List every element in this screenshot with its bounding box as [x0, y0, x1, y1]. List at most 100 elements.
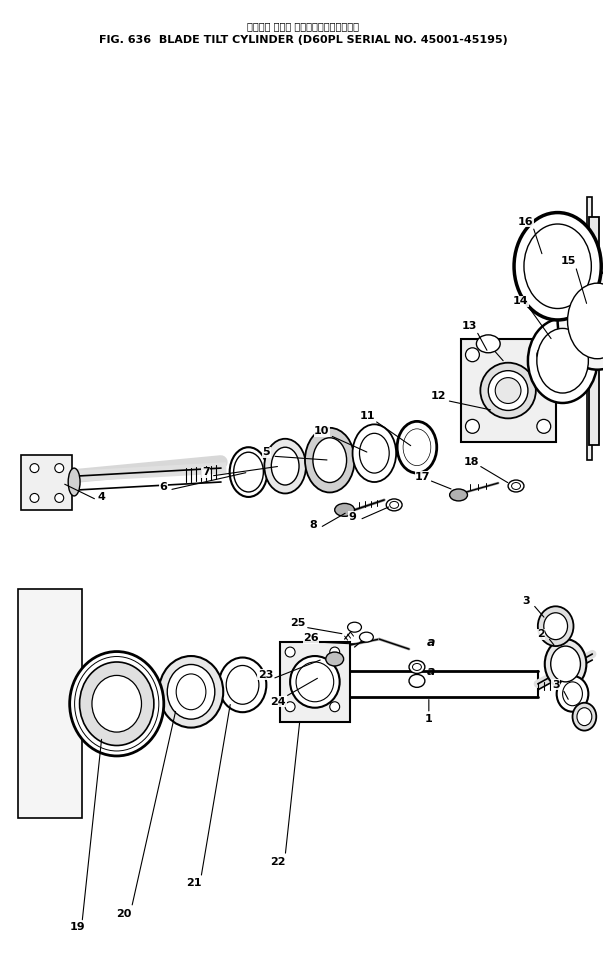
Text: 3: 3 — [522, 596, 530, 606]
Text: 25: 25 — [290, 618, 306, 629]
Ellipse shape — [271, 448, 299, 485]
Ellipse shape — [326, 652, 344, 666]
Text: 16: 16 — [518, 217, 534, 227]
Ellipse shape — [264, 439, 306, 493]
Bar — [280, 642, 350, 722]
Text: 2: 2 — [537, 630, 545, 639]
Ellipse shape — [176, 674, 206, 709]
Ellipse shape — [450, 489, 467, 501]
Ellipse shape — [167, 665, 215, 719]
Ellipse shape — [524, 224, 591, 308]
Polygon shape — [587, 197, 592, 460]
Ellipse shape — [30, 463, 39, 473]
Ellipse shape — [544, 613, 568, 639]
Ellipse shape — [330, 647, 339, 657]
Ellipse shape — [573, 703, 596, 731]
Text: a: a — [427, 635, 435, 649]
Ellipse shape — [55, 493, 64, 502]
Ellipse shape — [30, 493, 39, 502]
Text: 11: 11 — [359, 412, 375, 421]
Ellipse shape — [330, 702, 339, 711]
Text: 3: 3 — [552, 680, 559, 690]
Ellipse shape — [226, 666, 259, 704]
Ellipse shape — [305, 428, 355, 492]
Ellipse shape — [528, 318, 598, 403]
Ellipse shape — [353, 424, 396, 482]
Ellipse shape — [290, 656, 339, 707]
Ellipse shape — [409, 674, 425, 687]
Ellipse shape — [537, 419, 551, 433]
Text: 26: 26 — [303, 633, 319, 643]
Ellipse shape — [488, 371, 528, 411]
Ellipse shape — [219, 658, 267, 712]
Ellipse shape — [313, 438, 347, 483]
Ellipse shape — [558, 272, 606, 370]
Ellipse shape — [390, 501, 399, 508]
Bar — [21, 455, 72, 510]
Ellipse shape — [511, 483, 521, 489]
Ellipse shape — [285, 702, 295, 711]
Ellipse shape — [79, 662, 154, 745]
Ellipse shape — [68, 468, 80, 496]
Ellipse shape — [537, 347, 551, 362]
Ellipse shape — [230, 448, 267, 497]
Text: 1: 1 — [425, 713, 433, 724]
Ellipse shape — [335, 503, 355, 517]
Ellipse shape — [465, 419, 479, 433]
Ellipse shape — [55, 463, 64, 473]
Text: 15: 15 — [561, 256, 576, 267]
Text: 8: 8 — [309, 520, 317, 529]
Text: 24: 24 — [270, 697, 286, 706]
Text: 12: 12 — [431, 390, 447, 401]
Ellipse shape — [577, 707, 592, 726]
Ellipse shape — [285, 647, 295, 657]
Text: 19: 19 — [69, 922, 85, 932]
Ellipse shape — [562, 682, 582, 705]
Text: 23: 23 — [258, 670, 273, 680]
Ellipse shape — [397, 421, 437, 473]
Text: 7: 7 — [202, 467, 210, 477]
Ellipse shape — [409, 661, 425, 673]
Ellipse shape — [545, 639, 587, 689]
Text: 6: 6 — [159, 482, 167, 492]
Text: ブレード チルト シリンダ　　　適用号機: ブレード チルト シリンダ 適用号機 — [247, 20, 359, 31]
Ellipse shape — [568, 283, 606, 359]
Ellipse shape — [386, 499, 402, 511]
Ellipse shape — [70, 652, 164, 756]
Ellipse shape — [508, 480, 524, 492]
Text: 10: 10 — [314, 426, 330, 436]
Text: a: a — [427, 666, 435, 678]
Ellipse shape — [538, 606, 573, 646]
Ellipse shape — [476, 335, 500, 353]
Text: 18: 18 — [464, 457, 479, 467]
Text: 5: 5 — [262, 448, 270, 457]
Ellipse shape — [495, 378, 521, 404]
Text: 21: 21 — [186, 878, 202, 887]
Ellipse shape — [465, 347, 479, 362]
Ellipse shape — [557, 676, 588, 711]
Bar — [461, 339, 556, 443]
Text: 13: 13 — [462, 321, 477, 331]
Text: 4: 4 — [98, 492, 106, 502]
Ellipse shape — [537, 329, 588, 393]
Ellipse shape — [348, 622, 361, 632]
Bar — [590, 217, 599, 446]
Ellipse shape — [234, 452, 264, 492]
Ellipse shape — [514, 212, 601, 320]
Text: 20: 20 — [116, 909, 132, 919]
Ellipse shape — [296, 662, 334, 702]
Ellipse shape — [413, 664, 421, 670]
Ellipse shape — [551, 646, 581, 682]
Text: 9: 9 — [348, 512, 356, 522]
Polygon shape — [18, 590, 82, 818]
Text: 22: 22 — [270, 857, 286, 867]
Ellipse shape — [159, 656, 223, 728]
Text: 17: 17 — [415, 472, 431, 482]
Text: 14: 14 — [513, 296, 529, 306]
Ellipse shape — [481, 363, 536, 418]
Ellipse shape — [359, 632, 373, 642]
Ellipse shape — [92, 675, 141, 732]
Ellipse shape — [403, 429, 431, 466]
Text: FIG. 636  BLADE TILT CYLINDER (D60PL SERIAL NO. 45001-45195): FIG. 636 BLADE TILT CYLINDER (D60PL SERI… — [99, 35, 507, 45]
Ellipse shape — [359, 433, 389, 473]
